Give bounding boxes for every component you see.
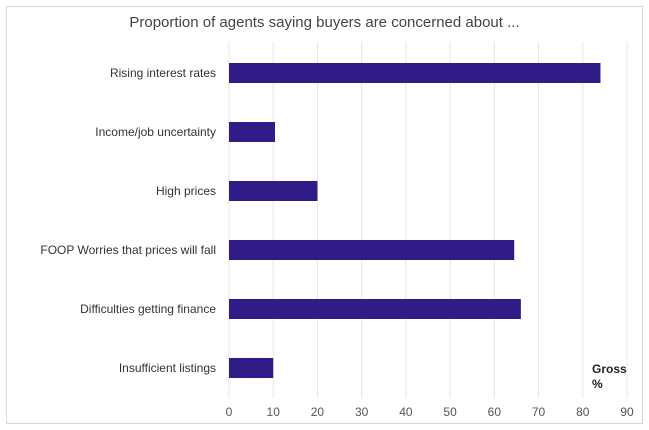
x-tick-label: 80: [576, 405, 590, 419]
category-label: Income/job uncertainty: [95, 125, 216, 139]
category-label: Rising interest rates: [110, 66, 216, 80]
bar: [229, 63, 601, 83]
bar: [229, 181, 318, 201]
chart-title: Proportion of agents saying buyers are c…: [129, 14, 520, 31]
category-label: Difficulties getting finance: [80, 302, 216, 316]
x-tick-label: 50: [443, 405, 457, 419]
x-tick-label: 40: [399, 405, 413, 419]
x-tick-label: 30: [355, 405, 369, 419]
category-label: High prices: [156, 184, 216, 198]
bar: [229, 299, 521, 319]
x-tick-label: 90: [620, 405, 634, 419]
x-tick-label: 0: [226, 405, 233, 419]
chart-frame: [6, 6, 643, 424]
unit-label: %: [592, 377, 603, 391]
unit-label: Gross: [592, 362, 627, 376]
bar: [229, 240, 515, 260]
category-label: FOOP Worries that prices will fall: [40, 243, 216, 257]
x-tick-label: 20: [311, 405, 325, 419]
x-tick-label: 70: [532, 405, 546, 419]
x-tick-label: 60: [488, 405, 502, 419]
bar: [229, 358, 274, 378]
x-tick-label: 10: [267, 405, 281, 419]
category-label: Insufficient listings: [119, 361, 216, 375]
bar: [229, 122, 275, 142]
